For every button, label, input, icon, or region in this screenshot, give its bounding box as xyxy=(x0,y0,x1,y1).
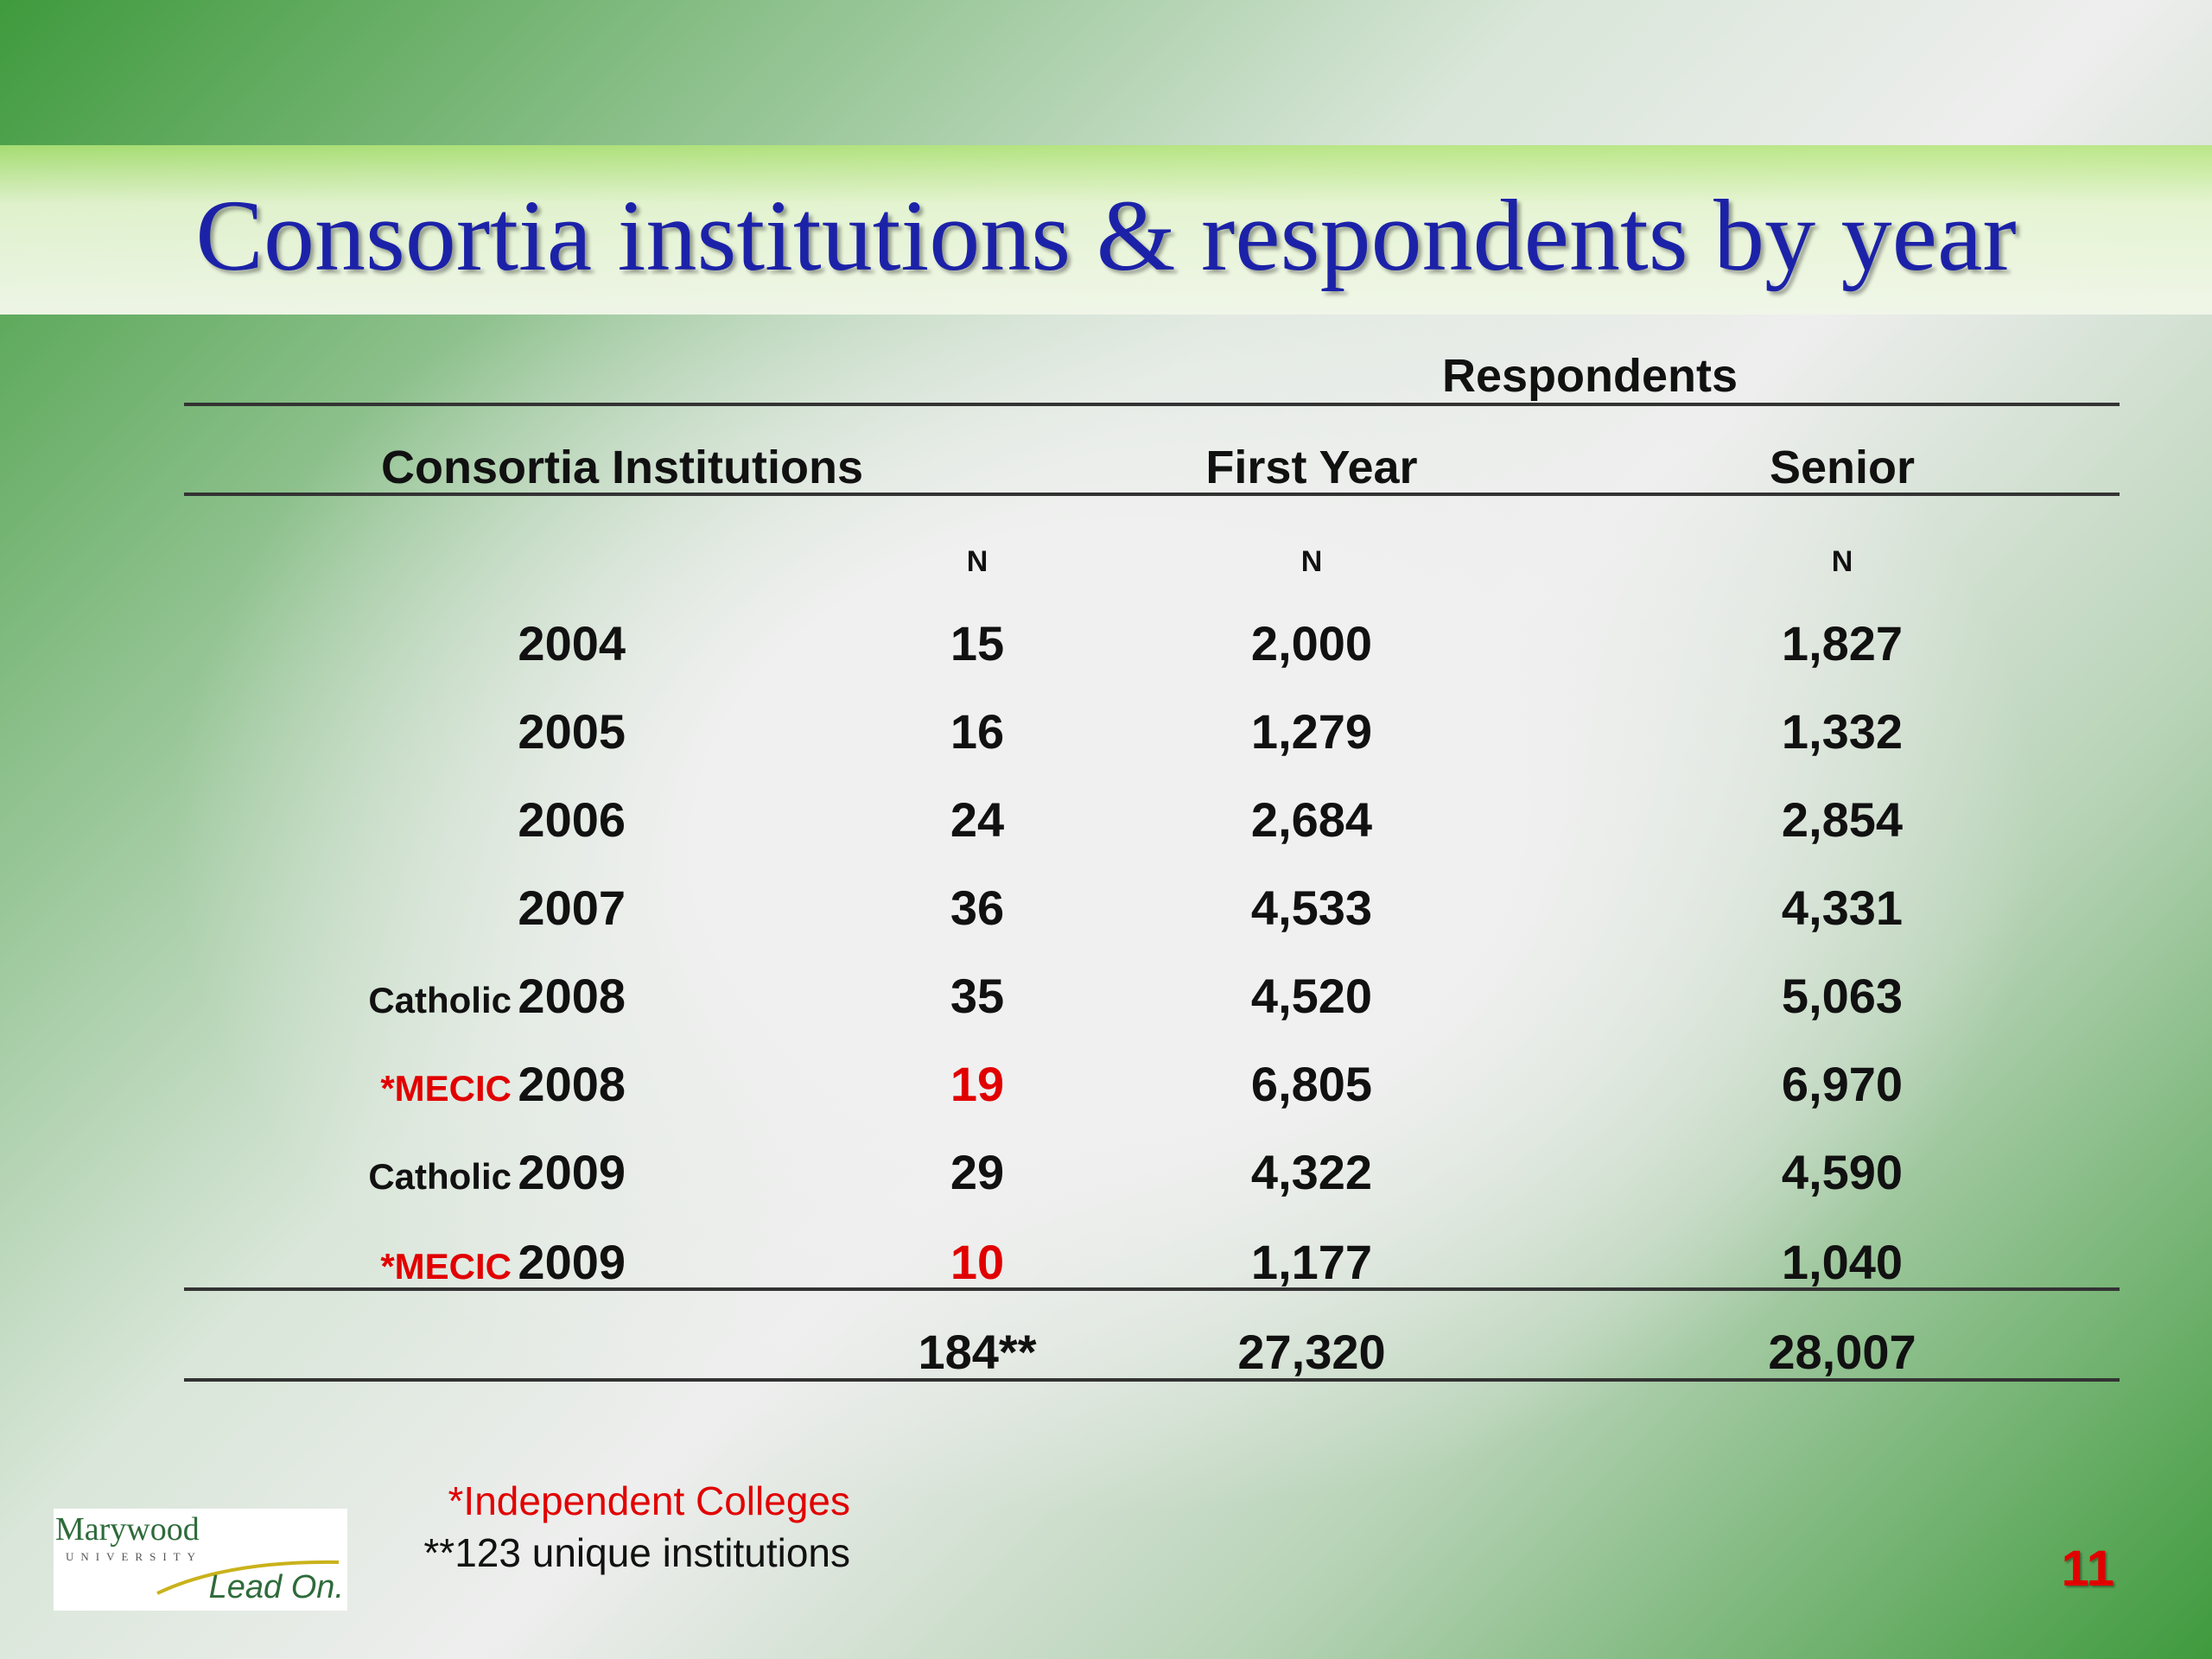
header-rule-top xyxy=(184,403,2120,406)
row-first-year: 4,533 xyxy=(1250,880,1373,935)
row-n: 29 xyxy=(950,1145,1005,1199)
row-group-label: *MECIC xyxy=(380,1246,512,1287)
footnote-unique: **123 unique institutions xyxy=(423,1530,850,1575)
row-first-year: 1,279 xyxy=(1250,704,1373,759)
row-first-year: 6,805 xyxy=(1250,1057,1373,1111)
logo-name: Marywood xyxy=(55,1511,200,1548)
col-header-first-year: First Year xyxy=(1205,442,1418,493)
total-first-year: 27,320 xyxy=(1237,1325,1386,1379)
row-year: 2004 xyxy=(518,616,626,671)
row-year: 2008 xyxy=(518,1057,626,1111)
n-label-senior: N xyxy=(1831,545,1853,578)
row-senior: 5,063 xyxy=(1781,969,1904,1023)
row-n: 36 xyxy=(950,880,1005,935)
row-senior: 4,331 xyxy=(1781,880,1904,935)
row-year: 2005 xyxy=(518,704,626,759)
title-band xyxy=(0,145,2212,315)
row-n: 15 xyxy=(950,616,1005,671)
row-senior: 4,590 xyxy=(1781,1145,1904,1199)
total-rule-bottom xyxy=(184,1378,2120,1382)
row-first-year: 1,177 xyxy=(1250,1235,1373,1289)
logo-sub: UNIVERSITY xyxy=(66,1550,202,1563)
total-n: 184** xyxy=(918,1325,1037,1379)
logo-tagline: Lead On. xyxy=(208,1569,344,1605)
row-n: 10 xyxy=(950,1235,1005,1289)
slide-title: Consortia institutions & respondents by … xyxy=(195,179,2017,292)
col-header-institutions: Consortia Institutions xyxy=(381,442,863,493)
page-number: 11 xyxy=(2061,1541,2114,1597)
row-n: 24 xyxy=(950,792,1005,847)
row-group-label: Catholic xyxy=(368,1156,512,1197)
col-header-senior: Senior xyxy=(1769,442,1916,493)
row-senior: 6,970 xyxy=(1781,1057,1904,1111)
row-first-year: 4,322 xyxy=(1250,1145,1373,1199)
row-senior: 1,827 xyxy=(1781,616,1904,671)
marywood-logo: Marywood UNIVERSITY Lead On. xyxy=(54,1509,347,1611)
logo-swoosh-icon xyxy=(156,1560,340,1595)
row-year: 2006 xyxy=(518,792,626,847)
row-first-year: 2,000 xyxy=(1250,616,1373,671)
row-first-year: 2,684 xyxy=(1250,792,1373,847)
row-first-year: 4,520 xyxy=(1250,969,1373,1023)
row-senior: 2,854 xyxy=(1781,792,1904,847)
row-year: 2008 xyxy=(518,969,626,1023)
row-n: 16 xyxy=(950,704,1005,759)
row-n: 35 xyxy=(950,969,1005,1023)
n-label-first-year: N xyxy=(1300,545,1323,578)
total-rule-top xyxy=(184,1287,2120,1291)
respondents-header: Respondents xyxy=(1441,350,1738,402)
n-label-institutions: N xyxy=(966,545,988,578)
row-year: 2009 xyxy=(518,1235,626,1289)
row-n: 19 xyxy=(950,1057,1005,1111)
total-senior: 28,007 xyxy=(1768,1325,1916,1379)
row-group-label: *MECIC xyxy=(380,1068,512,1109)
header-rule-bottom xyxy=(184,493,2120,496)
row-group-label: Catholic xyxy=(368,980,512,1020)
row-senior: 1,040 xyxy=(1781,1235,1904,1289)
row-year: 2009 xyxy=(518,1145,626,1199)
row-senior: 1,332 xyxy=(1781,704,1904,759)
footnote-independent: *Independent Colleges xyxy=(448,1478,850,1523)
row-year: 2007 xyxy=(518,880,626,935)
